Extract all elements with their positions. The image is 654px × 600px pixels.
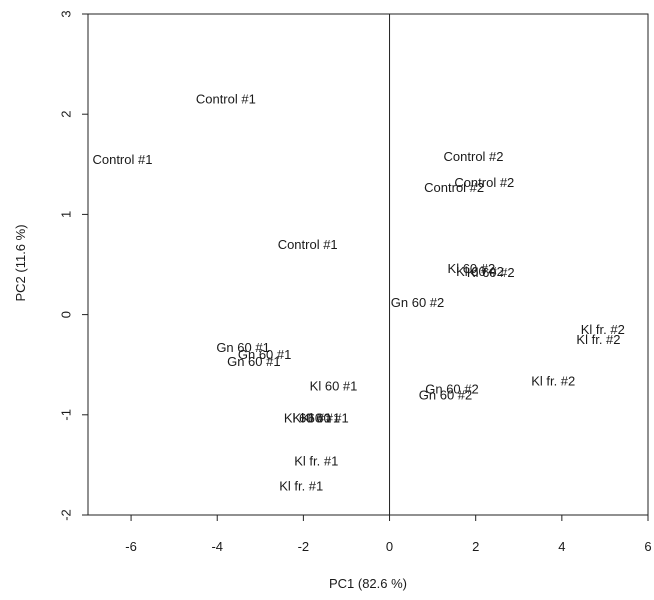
point-label: Kl fr. #2: [581, 322, 625, 337]
point-label: Kl fr. #1: [279, 478, 323, 493]
point-label: Control #2: [424, 180, 484, 195]
point-label: Gn 60 #1: [216, 340, 270, 355]
point-label: Control #1: [196, 92, 256, 107]
y-tick-label: 3: [59, 10, 74, 17]
point-label: Kl 60 #1: [310, 378, 358, 393]
point-label: Kl fr. #2: [576, 332, 620, 347]
point-label: Kl 60 #1: [284, 410, 332, 425]
x-tick-label: 4: [558, 539, 565, 554]
point-label: Control #1: [92, 152, 152, 167]
x-tick-label: 2: [472, 539, 479, 554]
point-labels: Control #1 Control #1 Control #1 Control #2…: [92, 92, 624, 494]
y-tick-label: 0: [59, 311, 74, 318]
x-tick-label: -6: [125, 539, 137, 554]
point-label: Gn 60 #2: [391, 295, 445, 310]
point-label: Kl 60 #2: [467, 265, 515, 280]
y-axis: -2 -1 0 1 2 3: [59, 10, 88, 521]
y-tick-label: -2: [59, 509, 74, 521]
point-label: Gn 60 #1: [238, 347, 292, 362]
x-axis: -6 -4 -2 0 2 4 6: [125, 515, 652, 554]
point-label: Control #2: [444, 149, 504, 164]
y-tick-label: -1: [59, 409, 74, 421]
point-label: Gn 60 #1: [227, 354, 281, 369]
x-tick-label: 6: [644, 539, 651, 554]
point-label: Gn 60 #2: [425, 381, 479, 396]
point-label: Kl fr. #2: [531, 373, 575, 388]
point-label: Gn 60 #2: [419, 387, 473, 402]
x-tick-label: -2: [298, 539, 310, 554]
y-tick-label: 1: [59, 211, 74, 218]
point-label: Kl 60 #2: [448, 261, 496, 276]
point-label: Kl 60 #1: [292, 410, 340, 425]
point-label: Kl 60 #2: [456, 264, 504, 279]
plot-frame: [87, 13, 649, 516]
x-axis-title: PC1 (82.6 %): [329, 576, 407, 591]
point-label: Kl 60 #1: [301, 410, 349, 425]
point-label: Control #1: [278, 237, 338, 252]
x-tick-label: -4: [211, 539, 223, 554]
point-label: Control #2: [454, 175, 514, 190]
point-label: Kl fr. #1: [294, 453, 338, 468]
x-tick-label: 0: [386, 539, 393, 554]
y-axis-title: PC2 (11.6 %): [13, 224, 28, 301]
y-tick-label: 2: [59, 111, 74, 118]
